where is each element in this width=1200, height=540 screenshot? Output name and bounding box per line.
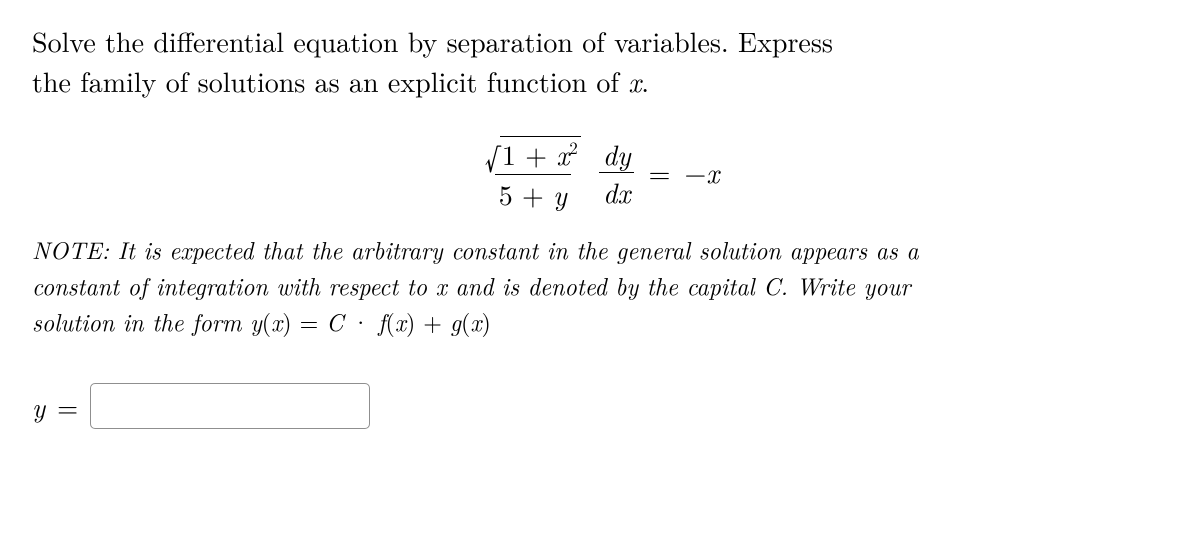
problem-variable-x: x [628,61,641,101]
lhs-fraction-left: √ 1 + x2 5 + y [481,136,585,211]
rhs-neg: − [684,152,706,192]
note-line-1: NOTE: It is expected that the arbitrary … [32,232,919,266]
form-dot: · [343,304,378,338]
note-C: C [763,268,780,302]
note-line-2a: constant of integration with respect to [32,268,436,302]
lhs-denom-left: 5 + y [495,174,571,210]
radicand-const: 1 + [502,134,556,174]
deriv-num-y: y [617,134,631,174]
note-line-2b: and is denoted by the capital [447,268,764,302]
deriv-den: dx [599,172,634,208]
problem-line-2-prefix: the family of solutions as an explicit f… [32,61,628,101]
form-open2: ( [385,304,394,338]
answer-input[interactable] [90,383,370,429]
radical-sign: √ [485,141,500,173]
radicand: 1 + x2 [500,136,581,172]
lhs-numer-sqrt: √ 1 + x2 [481,136,585,175]
form-plus: + [415,304,450,338]
form-x2: x [395,304,406,338]
form-y: y [250,304,262,338]
form-close1: ) [282,304,291,338]
problem-page: Solve the differential equation by separ… [0,0,1200,429]
problem-statement: Solve the differential equation by separ… [32,22,1168,102]
note-line-3a: solution in the form [32,304,250,338]
rhs: −x [684,153,719,193]
answer-y-label: y [32,387,45,425]
note-line-2c: . Write your [780,268,910,302]
radicand-exp: 2 [569,135,577,159]
note-form: y(x) = C · f(x) + g(x) [250,304,491,338]
problem-line-2-suffix: . [641,61,649,101]
equals-sign: = [649,153,671,193]
form-open1: ( [262,304,271,338]
form-x3: x [470,304,481,338]
note-block: NOTE: It is expected that the arbitrary … [32,232,1168,339]
answer-equals: = [55,387,80,425]
form-g: g [450,304,461,338]
form-close2: ) [406,304,415,338]
derivative-fraction: dy dx [599,138,635,208]
rhs-x: x [706,152,719,192]
answer-row: y = [32,383,1168,429]
deriv-num-d: d [603,134,617,174]
sqrt-expr: √ 1 + x2 [485,136,581,172]
form-x1: x [271,304,282,338]
denom-y: y [553,174,567,214]
equation-display: √ 1 + x2 5 + y dy dx = [32,136,1168,211]
deriv-den-x: x [617,172,630,212]
form-open3: ( [461,304,470,338]
form-C: C [326,304,343,338]
equation-body: √ 1 + x2 5 + y dy dx = [481,136,719,211]
form-eq: = [292,304,327,338]
radicand-x: x [556,134,569,174]
problem-line-1: Solve the differential equation by separ… [32,21,833,61]
deriv-num: dy [599,138,635,172]
form-close3: ) [481,304,490,338]
denom-const: 5 + [499,174,553,214]
deriv-den-d: d [603,172,617,212]
note-x: x [436,268,447,302]
